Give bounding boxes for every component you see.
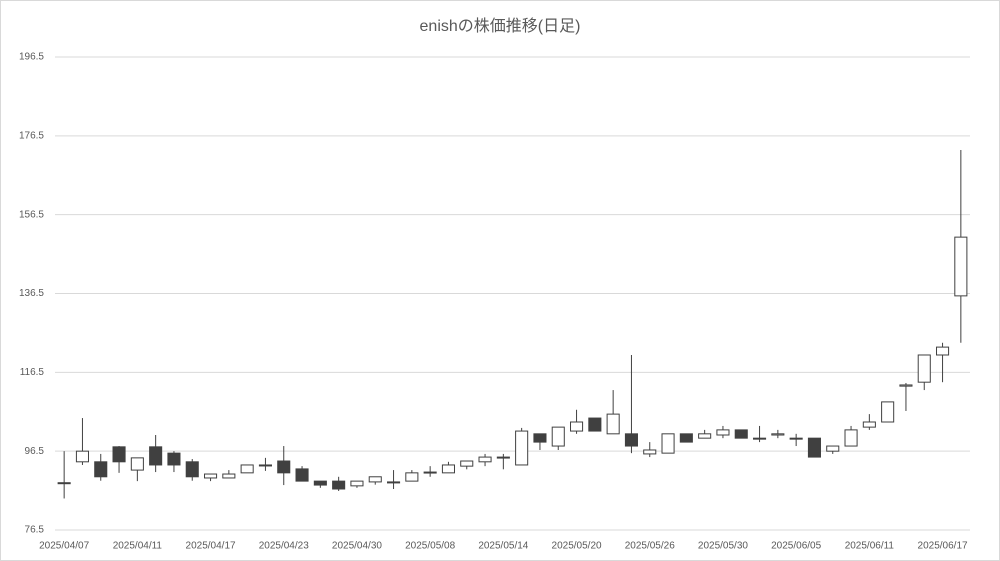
candle-body [167, 452, 181, 466]
candle-body [496, 456, 510, 459]
candle-body [570, 421, 584, 432]
x-tick-label: 2025/04/07 [39, 541, 89, 552]
candle-body [441, 464, 455, 474]
candle-body [679, 433, 693, 443]
candle-body [405, 472, 419, 482]
x-tick-label: 2025/06/17 [918, 541, 968, 552]
candle-body [258, 464, 272, 467]
candle-body [222, 473, 236, 479]
candle-body [240, 464, 254, 474]
x-tick-label: 2025/04/30 [332, 541, 382, 552]
candle-body [112, 446, 126, 463]
candle-body [423, 471, 437, 474]
y-tick-label: 196.5 [19, 52, 44, 63]
candle-body [881, 401, 895, 423]
x-tick-label: 2025/04/17 [186, 541, 236, 552]
candle-body [94, 461, 108, 478]
candle-body [130, 457, 144, 471]
candle-body [204, 473, 218, 479]
candle-body [844, 429, 858, 447]
x-tick-label: 2025/05/14 [478, 541, 528, 552]
candle-body [899, 384, 913, 387]
y-tick-label: 176.5 [19, 130, 44, 141]
candle-body [460, 460, 474, 467]
candle-body [753, 437, 767, 440]
candle-body [332, 480, 346, 490]
candle-body [387, 481, 401, 484]
x-tick-label: 2025/06/05 [771, 541, 821, 552]
candle-body [862, 421, 876, 428]
candle-body [771, 433, 785, 436]
candle-body [734, 429, 748, 439]
candle-body [57, 482, 71, 485]
candle-body [643, 449, 657, 455]
candle-body [606, 413, 620, 435]
y-tick-label: 156.5 [19, 209, 44, 220]
candle-body [515, 430, 529, 466]
y-tick-label: 116.5 [20, 367, 45, 378]
candle-body [588, 417, 602, 432]
x-tick-label: 2025/04/23 [259, 541, 309, 552]
candle-body [661, 433, 675, 454]
candle-body [551, 426, 565, 447]
y-tick-label: 136.5 [19, 288, 44, 299]
x-tick-label: 2025/05/26 [625, 541, 675, 552]
candle-body [350, 480, 364, 487]
y-tick-label: 76.5 [25, 525, 45, 536]
candle-body [295, 468, 309, 482]
candle-body [533, 433, 547, 443]
candle-body [698, 433, 712, 439]
candle-body [826, 445, 840, 452]
candle-body [954, 236, 968, 297]
x-tick-label: 2025/04/11 [113, 541, 163, 552]
x-tick-label: 2025/06/11 [845, 541, 895, 552]
x-tick-label: 2025/05/20 [552, 541, 602, 552]
candle-body [917, 354, 931, 383]
chart-title: enishの株価推移(日足) [420, 17, 581, 35]
candle-body [149, 446, 163, 466]
candle-body [789, 437, 803, 440]
candle-body [75, 450, 89, 463]
candle-body [478, 456, 492, 463]
candle-body [313, 480, 327, 486]
x-tick-label: 2025/05/30 [698, 541, 748, 552]
candle-body [624, 433, 638, 447]
x-tick-label: 2025/05/08 [405, 541, 455, 552]
candle-body [277, 460, 291, 474]
candle-body [936, 346, 950, 356]
y-tick-label: 96.5 [25, 446, 45, 457]
candle-body [807, 437, 821, 458]
candle-body [185, 461, 199, 478]
candle-body [368, 476, 382, 483]
candle-body [716, 429, 730, 436]
